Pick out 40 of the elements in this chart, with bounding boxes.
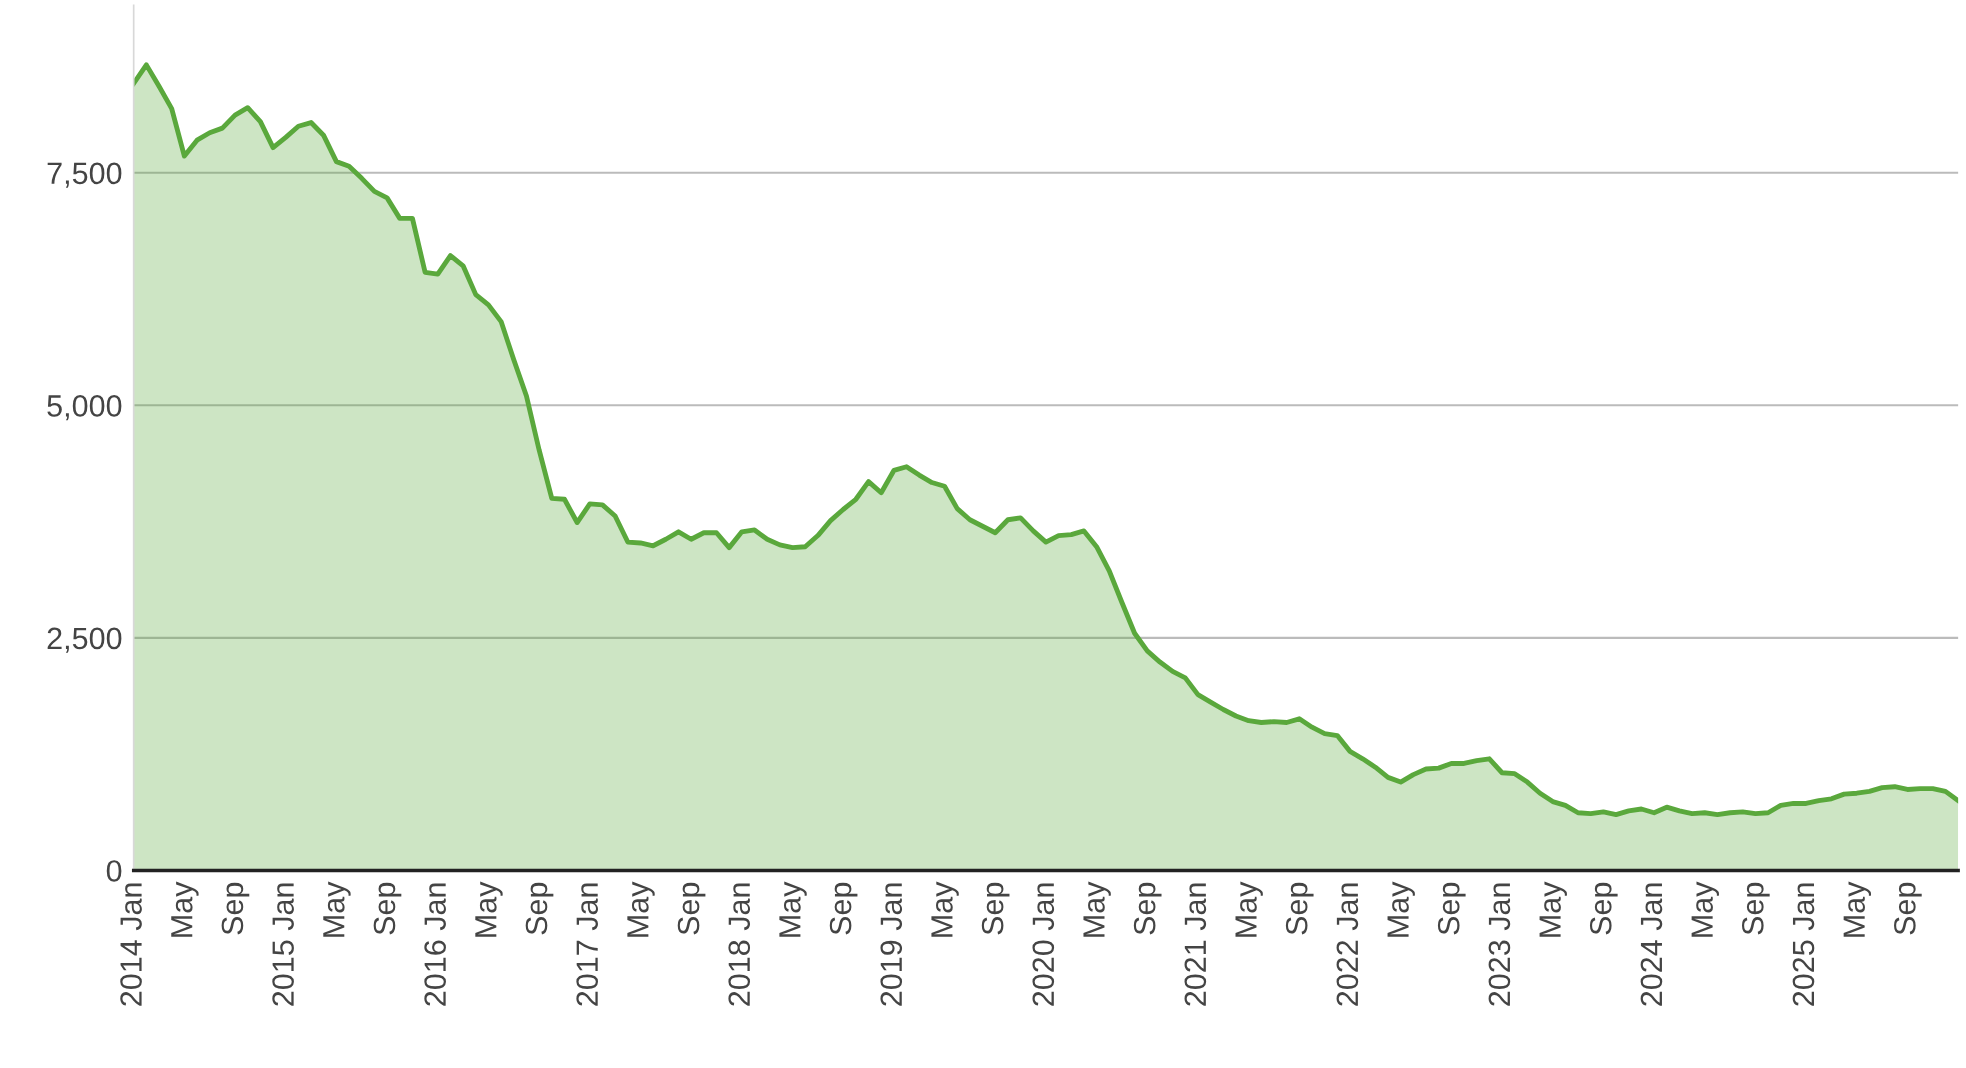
x-tick-label: Sep: [525, 882, 554, 935]
x-tick-label: 2019 Jan: [880, 883, 903, 1006]
x-tick-label: 2025 Jan: [1792, 883, 1815, 1006]
x-tick-label: May: [779, 881, 807, 937]
x-tick-label: 2022 Jan: [1336, 883, 1359, 1006]
x-tick-label: Sep: [1589, 882, 1618, 935]
x-tick-label: 2014 Jan: [120, 883, 142, 1006]
x-tick-label: 2017 Jan: [576, 883, 598, 1006]
x-tick-label: 2018 Jan: [728, 883, 751, 1006]
x-tick-label: Sep: [373, 882, 402, 935]
x-tick-label: Sep: [829, 882, 858, 935]
x-tick-label: Sep: [981, 882, 1010, 935]
x-tick-label: Sep: [221, 882, 250, 935]
x-tick-label: Sep: [1894, 882, 1922, 935]
x-tick-label: Sep: [1133, 882, 1162, 935]
y-tick-label: 0: [106, 860, 122, 882]
x-tick-label: May: [931, 881, 959, 937]
x-tick-label: 2024 Jan: [1640, 883, 1663, 1006]
x-tick-label: 2016 Jan: [424, 883, 446, 1006]
x-tick-label: Sep: [1437, 882, 1466, 935]
x-tick-label: May: [1843, 881, 1872, 937]
x-tick-label: May: [1539, 881, 1567, 937]
x-tick-label: 2015 Jan: [272, 883, 294, 1006]
x-tick-label: May: [323, 881, 351, 937]
y-tick-label: 2,500: [47, 627, 122, 653]
x-tick-label: May: [1387, 881, 1415, 937]
x-tick-label: 2023 Jan: [1488, 883, 1511, 1006]
x-tick-label: May: [171, 881, 199, 937]
x-tick-label: May: [1235, 881, 1263, 937]
y-tick-label: 5,000: [47, 395, 122, 421]
x-tick-label: May: [475, 881, 503, 937]
x-tick-label: 2020 Jan: [1032, 883, 1055, 1006]
y-tick-label: 7,500: [47, 162, 122, 188]
x-tick-label: May: [1691, 881, 1719, 937]
x-tick-label: May: [1083, 881, 1111, 937]
x-tick-label: Sep: [677, 882, 706, 935]
x-tick-label: 2021 Jan: [1184, 883, 1207, 1006]
x-tick-label: May: [627, 881, 655, 937]
x-tick-label: Sep: [1741, 882, 1770, 935]
x-tick-label: Sep: [1285, 882, 1314, 935]
